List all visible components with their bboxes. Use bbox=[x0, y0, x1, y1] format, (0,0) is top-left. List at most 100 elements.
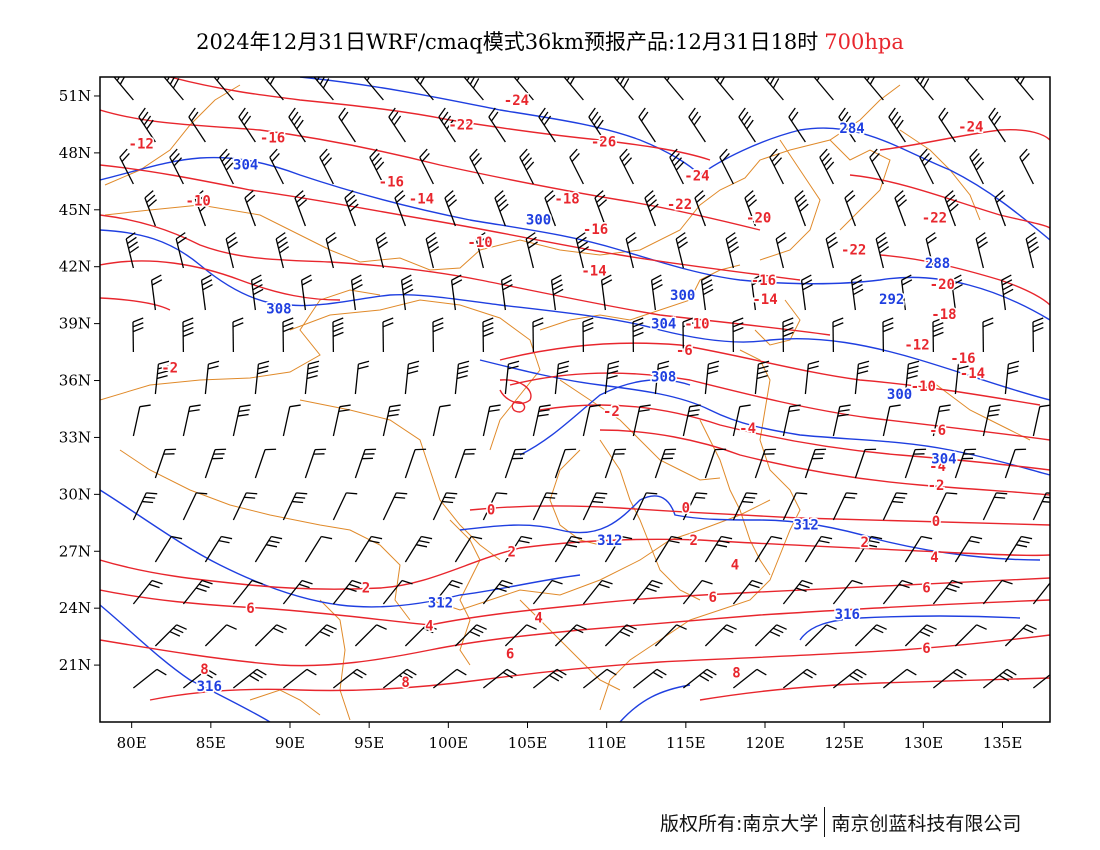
wind-barb bbox=[463, 77, 484, 101]
wind-barb bbox=[225, 232, 238, 269]
wind-barb bbox=[304, 448, 327, 479]
temperature-label: -18 bbox=[931, 307, 956, 323]
wind-barb bbox=[132, 317, 144, 353]
wind-barb bbox=[350, 274, 363, 311]
wind-barb bbox=[1032, 673, 1050, 689]
temperature-label: 2 bbox=[507, 544, 515, 560]
wind-barb bbox=[1004, 360, 1020, 395]
wind-barb bbox=[188, 107, 206, 143]
wind-barb bbox=[404, 624, 437, 647]
wind-barb bbox=[632, 579, 663, 605]
wind-barb bbox=[232, 317, 244, 353]
wind-barb bbox=[519, 148, 535, 185]
lon-tick-label: 115E bbox=[666, 734, 706, 752]
boundary-line bbox=[519, 599, 621, 691]
wind-barb bbox=[269, 148, 284, 185]
wind-barb bbox=[413, 77, 434, 101]
wind-barb bbox=[182, 317, 194, 353]
temperature-contour bbox=[879, 128, 1050, 151]
wind-barb bbox=[582, 492, 608, 521]
wind-barb bbox=[919, 148, 934, 185]
wind-barb bbox=[325, 232, 337, 269]
temperature-contour bbox=[509, 372, 1050, 441]
height-contour bbox=[100, 604, 271, 722]
lat-tick-label: 39N bbox=[59, 315, 91, 333]
wind-barb bbox=[625, 232, 637, 269]
wind-barb bbox=[582, 317, 594, 353]
wind-barb bbox=[432, 317, 444, 353]
wind-barb bbox=[604, 360, 620, 395]
height-contour bbox=[299, 77, 1050, 241]
wind-barb bbox=[869, 148, 884, 185]
wind-barb bbox=[900, 274, 913, 311]
wind-barb bbox=[175, 232, 187, 269]
wind-barb bbox=[663, 77, 684, 101]
temperature-label: 4 bbox=[425, 618, 433, 634]
boundary-line bbox=[759, 139, 821, 261]
wind-barb bbox=[854, 448, 877, 479]
wind-barb bbox=[482, 579, 513, 605]
wind-barb bbox=[154, 448, 177, 479]
temperature-label: 2 bbox=[861, 535, 869, 551]
wind-barb bbox=[732, 492, 758, 521]
wind-barb bbox=[504, 624, 537, 647]
wind-barb bbox=[632, 492, 658, 521]
temperature-label: 8 bbox=[200, 662, 208, 678]
boundary-line bbox=[429, 499, 771, 611]
wind-barb bbox=[713, 77, 734, 101]
wind-barb bbox=[482, 404, 501, 437]
province-boundaries bbox=[100, 84, 1031, 721]
wind-barb bbox=[882, 492, 908, 521]
temperature-contour bbox=[879, 254, 1050, 306]
temperature-contour bbox=[469, 505, 1050, 526]
lat-tick-label: 24N bbox=[59, 599, 91, 617]
wind-barb bbox=[282, 579, 313, 605]
wind-barb bbox=[954, 624, 987, 647]
wind-barb bbox=[388, 107, 406, 143]
wind-barb bbox=[232, 492, 258, 521]
wind-barb bbox=[232, 668, 267, 689]
temperature-label: -10 bbox=[186, 193, 211, 209]
wind-barb bbox=[1032, 404, 1050, 437]
wind-barb bbox=[838, 107, 856, 143]
wind-barb bbox=[719, 148, 734, 185]
wind-barb bbox=[304, 535, 333, 563]
wind-barb bbox=[132, 579, 163, 605]
wind-barb bbox=[619, 148, 634, 185]
wind-barb bbox=[132, 492, 158, 521]
wind-barb bbox=[182, 404, 201, 437]
wind-barb bbox=[554, 535, 583, 563]
wind-barb bbox=[882, 404, 901, 437]
wind-barb bbox=[882, 579, 913, 605]
wind-barb bbox=[232, 404, 251, 437]
wind-barb bbox=[975, 232, 988, 269]
wind-barb bbox=[632, 404, 651, 437]
wind-barb bbox=[932, 579, 963, 605]
temperature-label: 2 bbox=[362, 580, 370, 596]
lon-tick-label: 90E bbox=[275, 734, 305, 752]
height-label: 316 bbox=[197, 679, 222, 695]
wind-barb bbox=[125, 232, 140, 269]
height-contour bbox=[459, 495, 1041, 561]
wind-barb bbox=[794, 190, 809, 227]
wind-barb bbox=[332, 668, 367, 689]
temperature-label: 2 bbox=[690, 533, 698, 549]
lon-tick-label: 110E bbox=[587, 734, 627, 752]
lon-tick-label: 105E bbox=[508, 734, 548, 752]
wind-barb bbox=[554, 448, 577, 479]
wind-barb bbox=[604, 535, 633, 563]
wind-barb bbox=[232, 579, 263, 605]
wind-barb bbox=[204, 360, 220, 395]
wind-barb bbox=[582, 404, 601, 437]
wind-barb bbox=[888, 107, 906, 143]
height-label: 312 bbox=[794, 518, 819, 534]
wind-barb bbox=[482, 668, 517, 689]
wind-barb bbox=[782, 579, 813, 605]
wind-barb bbox=[982, 404, 1001, 437]
height-contour bbox=[100, 489, 581, 608]
wind-barb bbox=[850, 274, 864, 311]
temperature-contour bbox=[100, 260, 341, 301]
wind-barb bbox=[304, 624, 337, 647]
wind-barb bbox=[650, 274, 663, 311]
